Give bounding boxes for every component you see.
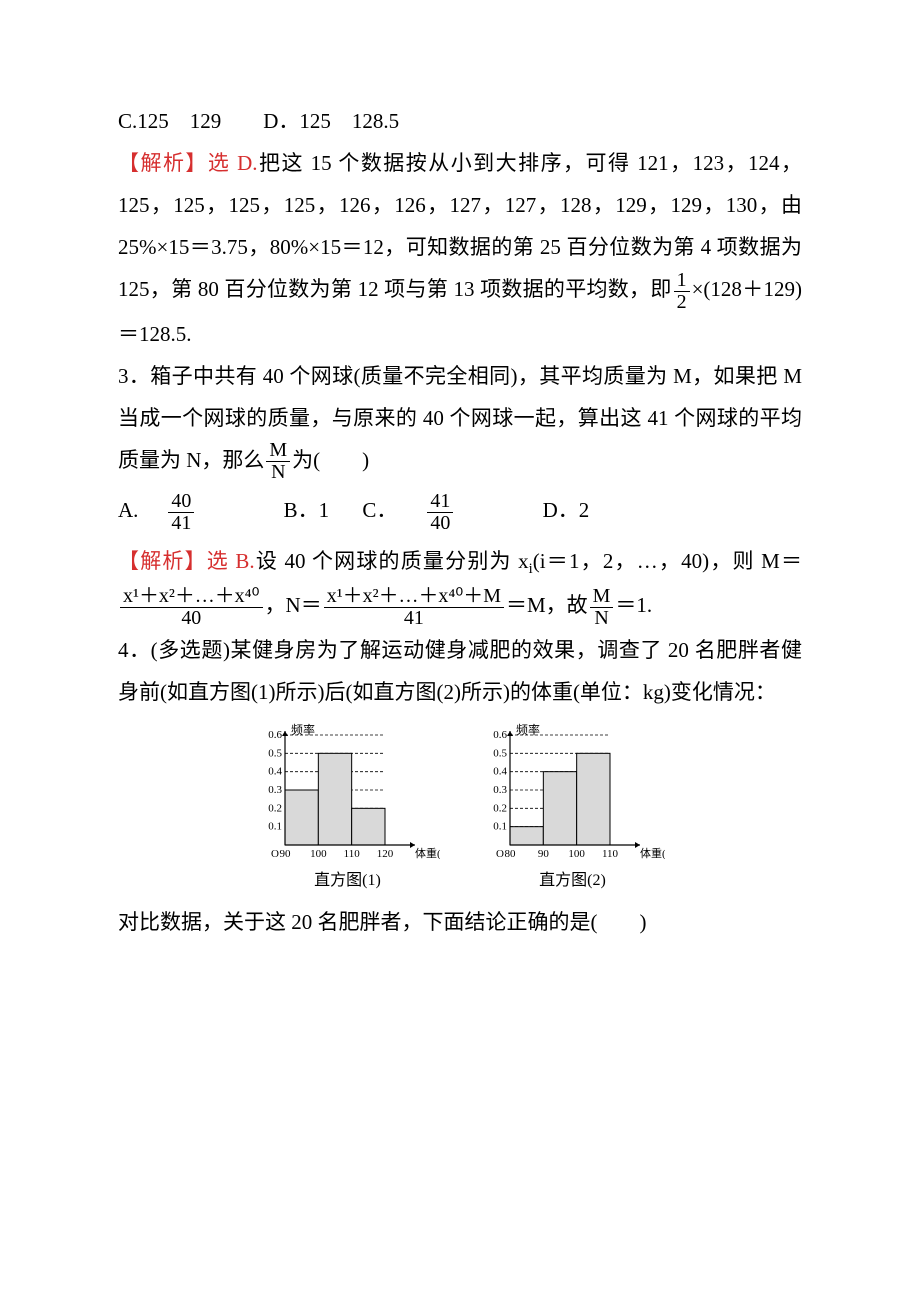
svg-text:0.5: 0.5	[268, 747, 282, 759]
svg-text:0.6: 0.6	[268, 729, 282, 741]
chart1-caption: 直方图(1)	[314, 865, 381, 897]
svg-text:110: 110	[602, 848, 619, 860]
q3-stem2: 为( )	[292, 448, 369, 472]
q3-options: A.4041 B．1 C．4140 D．2	[118, 489, 802, 534]
q3-sol1: 设 40 个网球的质量分别为 x	[255, 549, 529, 573]
svg-text:110: 110	[344, 848, 361, 860]
q4-tail: 对比数据，关于这 20 名肥胖者，下面结论正确的是( )	[118, 901, 802, 943]
q3-optA: A.4041	[118, 498, 250, 522]
q3-stem1: 3．箱子中共有 40 个网球(质量不完全相同)，其平均质量为 M，如果把 M 当…	[118, 364, 802, 472]
svg-text:0.6: 0.6	[493, 729, 507, 741]
q3-sol4: ＝1.	[615, 593, 652, 617]
svg-text:80: 80	[505, 848, 517, 860]
charts-container: 0.1 0.2 0.3 0.4 0.5 0.6 90 100 110 120 O 体重(kg) 频率 直…	[118, 723, 802, 897]
svg-text:0.1: 0.1	[268, 821, 282, 833]
svg-text:0.5: 0.5	[493, 747, 507, 759]
svg-text:100: 100	[568, 848, 585, 860]
q3-stem: 3．箱子中共有 40 个网球(质量不完全相同)，其平均质量为 M，如果把 M 当…	[118, 355, 802, 484]
q2-options-cd: C.125 129 D．125 128.5	[118, 100, 802, 142]
q2-frac: 12	[674, 270, 690, 313]
q3-frac-mn: MN	[266, 440, 290, 483]
svg-text:90: 90	[538, 848, 550, 860]
svg-text:100: 100	[310, 848, 327, 860]
analysis-label: 【解析】	[118, 549, 207, 573]
svg-text:体重(kg): 体重(kg)	[640, 846, 665, 860]
q2-analysis: 【解析】选 D.把这 15 个数据按从小到大排序，可得 121，123，124，…	[118, 142, 802, 355]
q3-sol1b: (i＝1，2，…，40)，则 M＝	[533, 549, 802, 573]
svg-text:体重(kg): 体重(kg)	[415, 846, 440, 860]
svg-text:0.4: 0.4	[493, 766, 507, 778]
svg-text:0.4: 0.4	[268, 766, 282, 778]
histogram-2: 0.1 0.2 0.3 0.4 0.5 0.6 80 90 100 110 O 体重(kg) 频率	[480, 723, 665, 863]
analysis-answer: 选 D.	[208, 151, 258, 175]
analysis-answer: 选 B.	[207, 549, 255, 573]
svg-text:90: 90	[280, 848, 292, 860]
q4-stem: 4．(多选题)某健身房为了解运动健身减肥的效果，调查了 20 名肥胖者健身前(如…	[118, 629, 802, 713]
q3-optD: D．2	[543, 498, 590, 522]
q3-analysis: 【解析】选 B.设 40 个网球的质量分别为 xi(i＝1，2，…，40)，则 …	[118, 540, 802, 629]
svg-text:频率: 频率	[291, 723, 315, 737]
q3-sol2: ，N＝	[265, 593, 322, 617]
svg-text:120: 120	[377, 848, 394, 860]
q3-fracN: x¹＋x²＋…＋x⁴⁰＋M41	[324, 586, 504, 629]
q3-fracM: x¹＋x²＋…＋x⁴⁰40	[120, 586, 263, 629]
svg-text:0.1: 0.1	[493, 821, 507, 833]
analysis-label: 【解析】	[118, 151, 208, 175]
svg-text:0.2: 0.2	[493, 802, 507, 814]
q3-optB: B．1	[284, 498, 330, 522]
svg-text:O: O	[271, 848, 279, 860]
q3-sol3: ＝M，故	[506, 593, 588, 617]
svg-text:0.3: 0.3	[493, 784, 507, 796]
chart2-block: 0.1 0.2 0.3 0.4 0.5 0.6 80 90 100 110 O 体重(kg) 频率 直方…	[480, 723, 665, 897]
svg-text:频率: 频率	[516, 723, 540, 737]
svg-text:0.2: 0.2	[268, 802, 282, 814]
chart1-block: 0.1 0.2 0.3 0.4 0.5 0.6 90 100 110 120 O 体重(kg) 频率 直…	[255, 723, 440, 897]
q3-fracR: MN	[590, 586, 614, 629]
q3-optC: C．4140	[362, 498, 509, 522]
chart2-caption: 直方图(2)	[539, 865, 606, 897]
histogram-1: 0.1 0.2 0.3 0.4 0.5 0.6 90 100 110 120 O 体重(kg) 频率	[255, 723, 440, 863]
svg-text:0.3: 0.3	[268, 784, 282, 796]
svg-text:O: O	[496, 848, 504, 860]
